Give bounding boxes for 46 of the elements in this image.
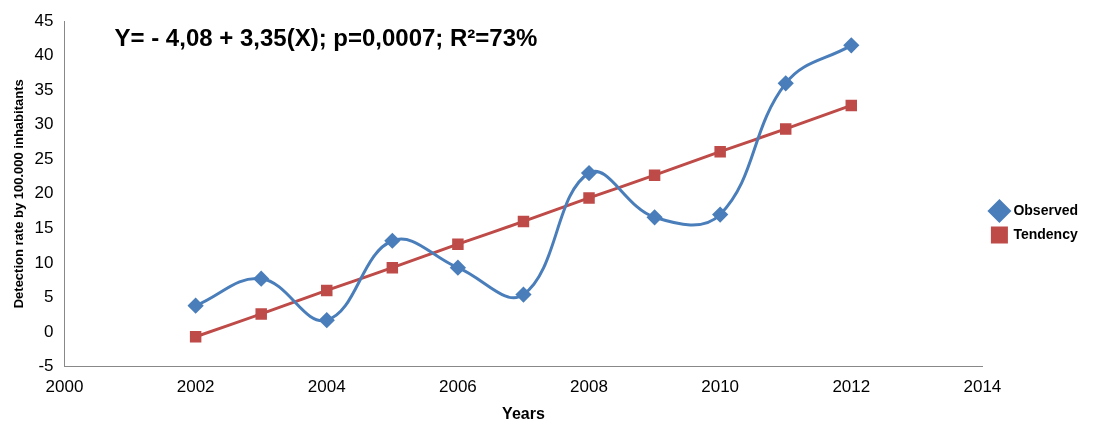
point [253, 271, 269, 287]
point [321, 284, 333, 297]
y-tick-label: 40 [34, 45, 54, 65]
point [384, 233, 400, 249]
y-tick-label: 25 [34, 148, 54, 168]
y-tick-label: 10 [34, 252, 54, 272]
x-tick-label: 2010 [701, 377, 740, 397]
point [778, 75, 794, 91]
legend-label: Observed [1013, 201, 1079, 218]
point [386, 261, 399, 274]
point [450, 260, 466, 276]
x-tick-label: 2002 [176, 377, 215, 397]
y-tick-label: 30 [34, 114, 54, 134]
point [779, 123, 792, 135]
point [452, 238, 464, 250]
point [845, 99, 858, 112]
x-tick-label: 2012 [832, 377, 871, 397]
point [189, 330, 202, 343]
y-tick-label: -5 [38, 356, 54, 376]
point [648, 169, 661, 181]
y-tick-label: 5 [44, 287, 54, 307]
y-tick-label: 35 [34, 79, 54, 99]
x-tick-label: 2004 [307, 377, 346, 397]
point [255, 308, 267, 320]
x-tick-label: 2014 [963, 377, 1002, 397]
x-tick-label: 2006 [438, 377, 477, 397]
point [714, 145, 726, 158]
x-tick-label: 2000 [45, 377, 84, 397]
x-axis-title: Years [502, 404, 545, 422]
point [583, 192, 595, 204]
y-axis-title: Detection rate by 100.000 inhabitants [11, 79, 27, 309]
point [647, 209, 663, 225]
annotation: Y= - 4,08 + 3,35(X); p=0,0007; R²=73% [114, 23, 538, 51]
legend-label: Tendency [1013, 225, 1078, 242]
point [517, 215, 530, 228]
point [188, 298, 204, 314]
y-tick-label: 0 [44, 321, 54, 341]
point [712, 207, 728, 223]
y-tick-label: 45 [34, 10, 54, 30]
y-tick-label: 15 [34, 218, 54, 238]
point [843, 37, 859, 53]
point [581, 165, 597, 181]
point [515, 287, 531, 303]
point [319, 312, 335, 328]
x-tick-label: 2008 [570, 377, 608, 397]
y-tick-label: 20 [34, 183, 54, 203]
